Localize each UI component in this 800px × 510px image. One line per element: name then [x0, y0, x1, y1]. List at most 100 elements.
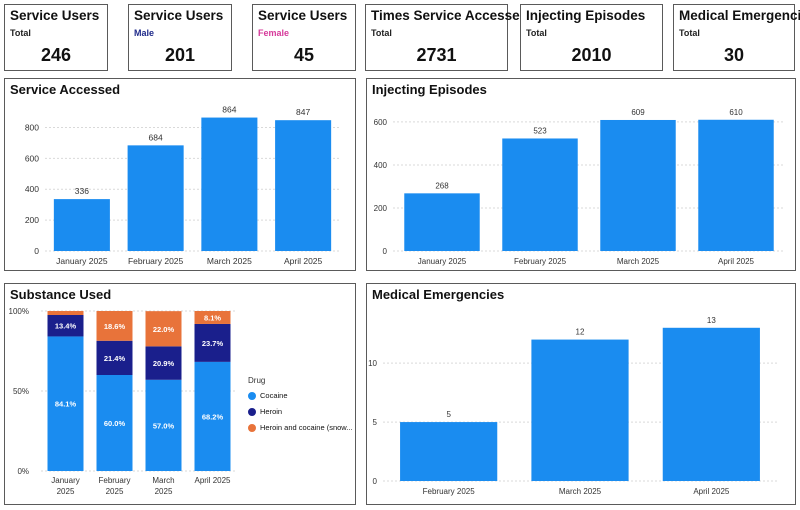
data-label: 12 — [576, 328, 585, 337]
panel-title: Medical Emergencies — [372, 287, 505, 302]
y-tick-label: 400 — [25, 184, 39, 194]
data-label: 21.4% — [104, 354, 126, 363]
y-tick-label: 800 — [25, 122, 39, 132]
x-tick-label: April 2025 — [718, 257, 755, 266]
data-label: 22.0% — [153, 325, 175, 334]
data-label: 609 — [631, 108, 645, 117]
data-label: 268 — [435, 181, 449, 190]
stacked-bar-segment — [145, 346, 182, 380]
kpi-value: 246 — [40, 45, 72, 65]
x-tick-label: February 2025 — [423, 487, 476, 496]
kpi-title: Service Users — [10, 8, 100, 23]
legend-swatch-heroin — [248, 407, 256, 416]
x-tick-label: April 2025 — [194, 476, 231, 485]
substance-used-panel: Substance Used 0% 50% 100% 84.1% 13.4% Januar… — [4, 283, 356, 505]
x-tick-label: February — [98, 476, 130, 485]
kpi-title: Injecting Episodes — [526, 8, 646, 23]
stacked-bar-segment — [47, 315, 84, 337]
x-tick-label: January 2025 — [418, 257, 467, 266]
data-label: 684 — [149, 132, 163, 142]
stacked-bar-segment — [47, 311, 84, 315]
substance-legend: Drug Cocaine Heroin Heroin and cocaine (… — [248, 376, 353, 439]
data-label: 68.2% — [202, 412, 224, 421]
kpi-subtitle: Male — [134, 28, 155, 38]
medical-emergencies-panel: Medical Emergencies 0 5 10 5 February 2025 12… — [366, 283, 796, 505]
kpi-value: 45 — [293, 45, 315, 65]
kpi-card-service-users-female: Service Users Female 45 — [252, 4, 356, 71]
bar — [531, 339, 629, 481]
data-label: 847 — [296, 107, 310, 117]
x-tick-label: January 2025 — [56, 256, 108, 266]
x-tick-label: 2025 — [155, 487, 173, 496]
data-label: 84.1% — [55, 400, 77, 409]
x-tick-label: March 2025 — [207, 256, 252, 266]
kpi-value: 2731 — [416, 45, 457, 65]
bar — [404, 193, 480, 251]
legend-swatch-heroin-and-cocaine — [248, 423, 256, 432]
kpi-card-times-service-accessed: Times Service Accessed Total 2731 — [365, 4, 528, 71]
legend-swatch-cocaine — [248, 391, 256, 400]
kpi-card-injecting-episodes: Injecting Episodes Total 2010 — [520, 4, 663, 71]
bar — [127, 145, 184, 251]
data-label: 864 — [222, 105, 236, 115]
kpi-value: 30 — [723, 45, 745, 65]
kpi-card-medical-emergencies: Medical Emergencies Total 30 — [673, 4, 800, 71]
x-tick-label: March — [152, 476, 174, 485]
x-tick-label: March 2025 — [559, 487, 602, 496]
x-tick-label: 2025 — [57, 487, 75, 496]
kpi-value: 2010 — [571, 45, 612, 65]
y-tick-label: 0 — [34, 246, 39, 256]
x-tick-label: January — [51, 476, 79, 485]
bar — [698, 119, 774, 252]
data-label: 610 — [729, 108, 743, 117]
data-label: 523 — [533, 126, 547, 135]
data-label: 5 — [446, 410, 451, 419]
bar — [201, 117, 258, 251]
y-tick-label: 0 — [373, 477, 378, 486]
x-tick-label: April 2025 — [693, 487, 730, 496]
data-label: 18.6% — [104, 322, 126, 331]
kpi-card-service-users-male: Service Users Male 201 — [128, 4, 232, 71]
stacked-bar-segment — [194, 311, 231, 324]
kpi-subtitle: Total — [679, 28, 700, 38]
stacked-bar-segment — [96, 375, 133, 471]
stacked-bar-segment — [96, 340, 133, 375]
kpi-subtitle: Total — [371, 28, 392, 38]
legend-item-heroin-and-cocaine[interactable]: Heroin and cocaine (snow... — [248, 423, 353, 432]
legend-label: Cocaine — [260, 391, 288, 400]
stacked-bar-segment — [145, 379, 182, 471]
y-tick-label: 600 — [374, 118, 388, 127]
service-accessed-panel: Service Accessed 0 200 400 600 800 336 January… — [4, 78, 356, 271]
y-tick-label: 600 — [25, 153, 39, 163]
legend-title: Drug — [248, 376, 266, 385]
kpi-value: 201 — [164, 45, 196, 65]
injecting-episodes-panel: Injecting Episodes 0 200 400 600 268 January … — [366, 78, 796, 271]
y-tick-label: 0 — [383, 247, 388, 256]
kpi-card-service-users-total: Service Users Total 246 — [4, 4, 108, 71]
y-tick-label: 0% — [17, 467, 29, 476]
y-tick-label: 200 — [374, 204, 388, 213]
x-tick-label: 2025 — [106, 487, 124, 496]
legend-item-heroin[interactable]: Heroin — [248, 407, 353, 416]
data-label: 8.1% — [204, 313, 221, 322]
kpi-subtitle: Total — [526, 28, 547, 38]
data-label: 336 — [75, 186, 89, 196]
stacked-bar-segment — [194, 323, 231, 362]
y-tick-label: 200 — [25, 215, 39, 225]
y-tick-label: 400 — [374, 161, 388, 170]
x-tick-label: April 2025 — [284, 256, 323, 266]
data-label: 20.9% — [153, 359, 175, 368]
y-tick-label: 100% — [9, 307, 29, 316]
stacked-bar-segment — [47, 336, 84, 471]
x-tick-label: March 2025 — [617, 257, 660, 266]
injecting-episodes-chart: 0 200 400 600 268 January 2025 523 February 202… — [374, 108, 785, 266]
stacked-bar-segment — [145, 311, 182, 347]
data-label: 13 — [707, 316, 716, 325]
stacked-bar-segment — [96, 311, 133, 341]
y-tick-label: 5 — [373, 418, 378, 427]
service-accessed-chart: 0 200 400 600 800 336 January 2025 684 February … — [25, 105, 340, 266]
bar — [275, 120, 332, 252]
legend-item-cocaine[interactable]: Cocaine — [248, 391, 353, 400]
y-tick-label: 10 — [368, 359, 377, 368]
y-tick-label: 50% — [13, 387, 29, 396]
